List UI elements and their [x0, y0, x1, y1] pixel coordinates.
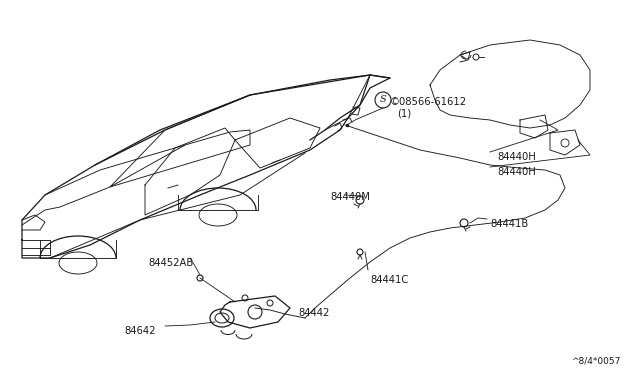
- Text: S: S: [380, 96, 387, 105]
- Text: ©08566-61612: ©08566-61612: [390, 97, 467, 107]
- Text: 84440H: 84440H: [497, 152, 536, 162]
- Text: 84441C: 84441C: [370, 275, 408, 285]
- Text: 84452AB: 84452AB: [148, 258, 193, 268]
- Text: ^8/4*0057: ^8/4*0057: [571, 356, 620, 365]
- Text: 84642: 84642: [124, 326, 156, 336]
- Text: (1): (1): [397, 108, 411, 118]
- Text: 84441B: 84441B: [490, 219, 528, 229]
- Text: 84440M: 84440M: [330, 192, 370, 202]
- Text: 84442: 84442: [298, 308, 330, 318]
- Text: 84440H: 84440H: [497, 167, 536, 177]
